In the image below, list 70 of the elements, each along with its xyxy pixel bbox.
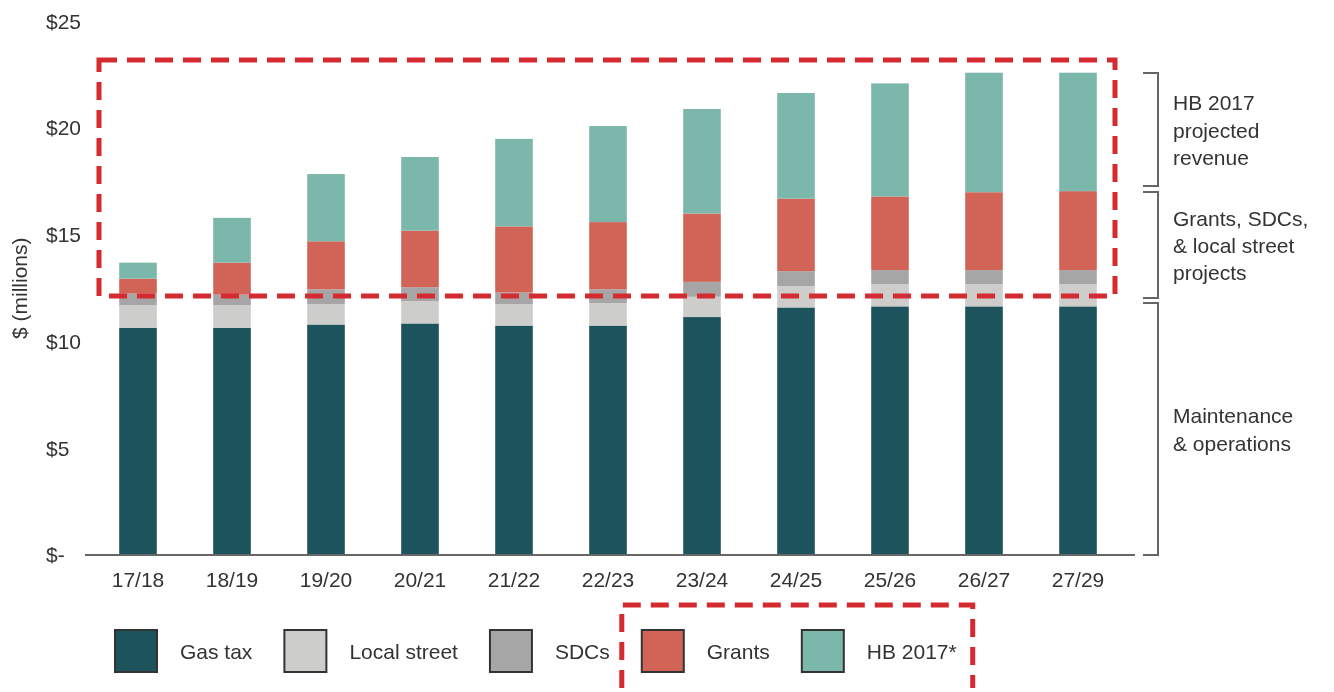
bar — [871, 196, 909, 271]
bar — [213, 262, 251, 295]
bar — [119, 278, 157, 294]
bar — [495, 138, 533, 227]
bar — [119, 262, 157, 279]
y-tick-label: $5 — [46, 436, 70, 460]
x-tick-label: 21/22 — [487, 567, 541, 591]
text: Grants, SDCs, & local street projects — [1173, 206, 1309, 284]
bar — [401, 301, 439, 324]
x-tick-label: 17/18 — [111, 567, 165, 591]
bar — [213, 305, 251, 328]
y-axis-title: $ (millions) — [7, 237, 31, 340]
bar — [871, 83, 909, 197]
bar — [213, 327, 251, 555]
bar — [1059, 191, 1097, 271]
bar — [683, 108, 721, 214]
bar — [119, 327, 157, 555]
bar — [401, 230, 439, 288]
x-tick-label: 20/21 — [393, 567, 447, 591]
legend-label: Gas tax — [180, 639, 253, 663]
x-tick-label: 24/25 — [769, 567, 823, 591]
bar — [589, 325, 627, 555]
bar — [683, 317, 721, 555]
bar — [965, 192, 1003, 271]
legend-label: HB 2017* — [866, 639, 957, 663]
x-tick-label: 23/24 — [675, 567, 729, 591]
bar — [871, 270, 909, 284]
bar — [683, 296, 721, 318]
bar — [401, 323, 439, 555]
bar — [119, 305, 157, 328]
bar — [307, 241, 345, 290]
x-tick-label: 19/20 — [299, 567, 353, 591]
bar — [777, 92, 815, 199]
x-tick-label: 25/26 — [863, 567, 917, 591]
y-tick-label: $- — [46, 543, 65, 567]
bar — [589, 222, 627, 290]
y-tick-label: $10 — [46, 329, 82, 353]
bar — [1059, 306, 1097, 555]
y-tick-label: $25 — [46, 9, 82, 33]
bar — [777, 307, 815, 555]
bar — [777, 198, 815, 272]
bar — [965, 270, 1003, 284]
bar — [965, 306, 1003, 555]
bar — [965, 72, 1003, 193]
bar — [401, 157, 439, 231]
bar — [683, 213, 721, 282]
text: HB 2017 projected revenue — [1173, 90, 1260, 169]
x-tick-label: 22/23 — [581, 567, 635, 591]
text: Maintenance & operations — [1173, 403, 1294, 455]
bar — [777, 271, 815, 287]
x-tick-label: 27/29 — [1051, 567, 1105, 591]
bar — [495, 325, 533, 555]
bar — [495, 304, 533, 326]
x-tick-label: 26/27 — [957, 567, 1011, 591]
bar — [589, 303, 627, 326]
legend-label: SDCs — [554, 639, 610, 663]
bar — [307, 324, 345, 555]
y-tick-label: $15 — [46, 223, 82, 247]
bar — [213, 217, 251, 263]
bar — [1059, 72, 1097, 192]
x-tick-label: 18/19 — [205, 567, 259, 591]
y-tick-label: $20 — [46, 116, 82, 140]
bar — [307, 304, 345, 325]
legend-label: Local street — [349, 639, 459, 663]
legend-label: Grants — [706, 639, 770, 663]
bar — [1059, 270, 1097, 284]
bar — [495, 226, 533, 293]
bar — [589, 126, 627, 223]
bar — [307, 174, 345, 242]
bar — [871, 306, 909, 555]
